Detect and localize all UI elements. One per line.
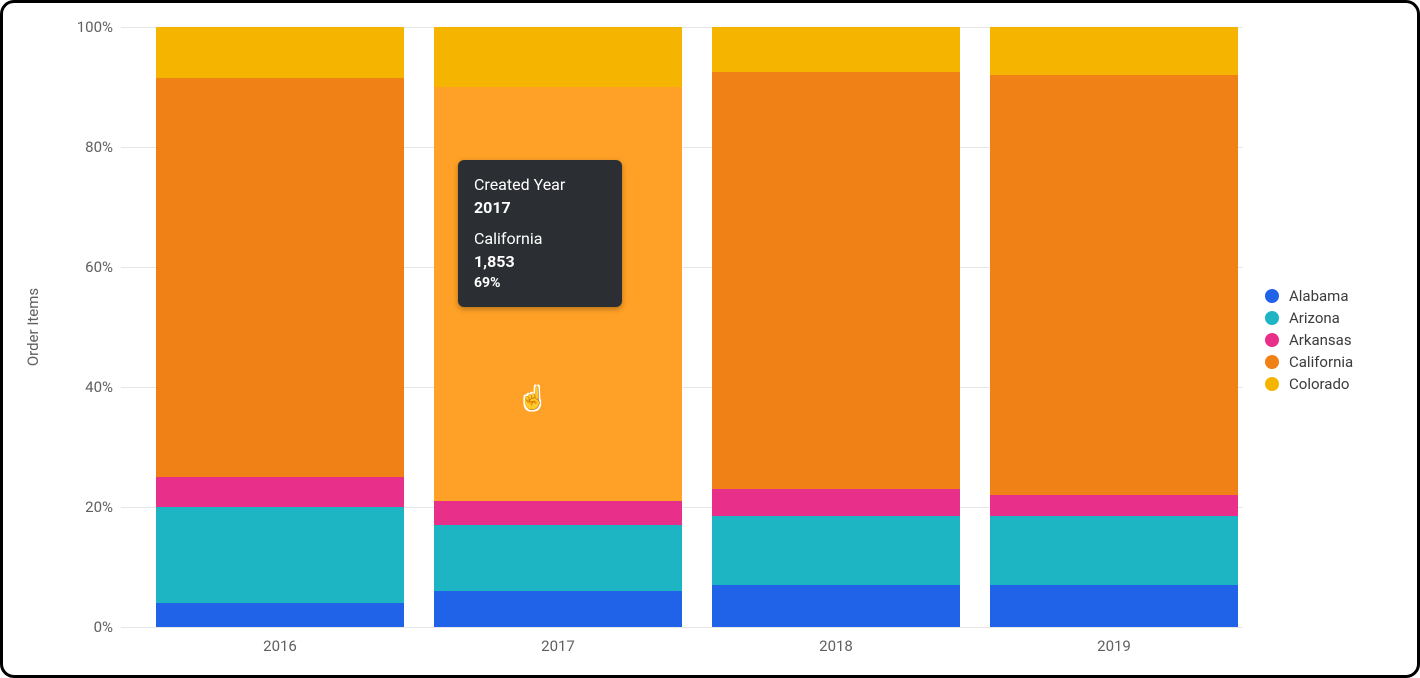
- xtick-label: 2019: [1097, 637, 1131, 655]
- xtick-label: 2018: [819, 637, 853, 655]
- plot-area: [121, 27, 1243, 627]
- ytick-label: 60%: [65, 258, 113, 276]
- tooltip-series-value: 1,853: [474, 251, 604, 273]
- ytick-label: 40%: [65, 378, 113, 396]
- bar-seg-2018-colorado[interactable]: [712, 27, 960, 72]
- ytick-label: 20%: [65, 498, 113, 516]
- bar-seg-2016-arizona[interactable]: [156, 507, 404, 603]
- bar-seg-2018-california[interactable]: [712, 72, 960, 489]
- legend-label: California: [1289, 352, 1353, 372]
- bar-seg-2017-alabama[interactable]: [434, 591, 682, 627]
- legend-label: Alabama: [1289, 286, 1349, 306]
- tooltip-dim-value: 2017: [474, 197, 604, 219]
- bar-seg-2016-colorado[interactable]: [156, 27, 404, 78]
- chart-frame: Order Items AlabamaArizonaArkansasCalifo…: [0, 0, 1420, 678]
- legend-label: Arizona: [1289, 308, 1340, 328]
- bar-2017[interactable]: [434, 27, 682, 627]
- ytick-label: 100%: [65, 18, 113, 36]
- bar-2019[interactable]: [990, 27, 1238, 627]
- bar-seg-2018-arizona[interactable]: [712, 516, 960, 585]
- bar-seg-2019-arkansas[interactable]: [990, 495, 1238, 516]
- tooltip-dim-label: Created Year: [474, 174, 604, 196]
- xtick-label: 2016: [263, 637, 297, 655]
- bar-seg-2016-alabama[interactable]: [156, 603, 404, 627]
- gridline: [121, 627, 1243, 628]
- bar-seg-2019-alabama[interactable]: [990, 585, 1238, 627]
- legend-label: Arkansas: [1289, 330, 1352, 350]
- bar-seg-2018-alabama[interactable]: [712, 585, 960, 627]
- ytick-label: 0%: [65, 618, 113, 636]
- bar-seg-2019-arizona[interactable]: [990, 516, 1238, 585]
- legend-swatch: [1265, 333, 1279, 347]
- legend-swatch: [1265, 289, 1279, 303]
- legend-swatch: [1265, 311, 1279, 325]
- bar-2016[interactable]: [156, 27, 404, 627]
- legend-swatch: [1265, 377, 1279, 391]
- yaxis-title: Order Items: [24, 288, 42, 366]
- tooltip-series-pct: 69%: [474, 274, 604, 293]
- bar-seg-2016-california[interactable]: [156, 78, 404, 477]
- tooltip: Created Year 2017 California 1,853 69%: [458, 160, 622, 307]
- xtick-label: 2017: [541, 637, 575, 655]
- legend-item-california[interactable]: California: [1265, 352, 1353, 372]
- bar-seg-2018-arkansas[interactable]: [712, 489, 960, 516]
- bar-seg-2017-arizona[interactable]: [434, 525, 682, 591]
- bar-seg-2017-arkansas[interactable]: [434, 501, 682, 525]
- bar-seg-2019-california[interactable]: [990, 75, 1238, 495]
- legend-item-arkansas[interactable]: Arkansas: [1265, 330, 1353, 350]
- bar-seg-2016-arkansas[interactable]: [156, 477, 404, 507]
- ytick-label: 80%: [65, 138, 113, 156]
- legend-item-alabama[interactable]: Alabama: [1265, 286, 1353, 306]
- legend-swatch: [1265, 355, 1279, 369]
- tooltip-series-label: California: [474, 228, 604, 250]
- legend-item-colorado[interactable]: Colorado: [1265, 374, 1353, 394]
- bar-seg-2019-colorado[interactable]: [990, 27, 1238, 75]
- legend: AlabamaArizonaArkansasCaliforniaColorado: [1265, 284, 1353, 396]
- legend-item-arizona[interactable]: Arizona: [1265, 308, 1353, 328]
- bar-2018[interactable]: [712, 27, 960, 627]
- bar-seg-2017-colorado[interactable]: [434, 27, 682, 87]
- legend-label: Colorado: [1289, 374, 1349, 394]
